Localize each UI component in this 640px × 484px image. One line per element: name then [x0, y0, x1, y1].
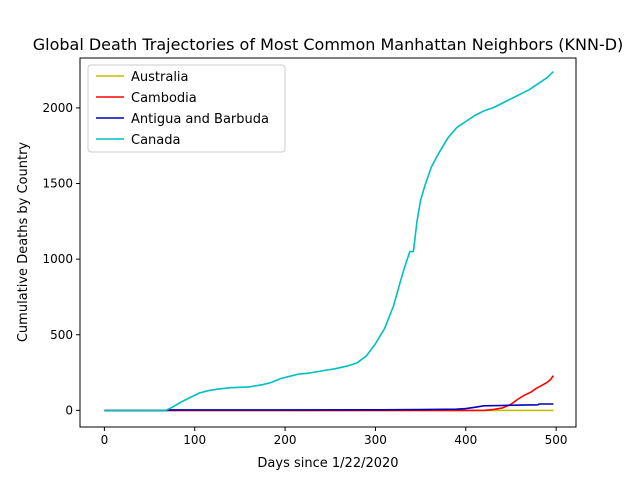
- axes-frame: [79, 57, 577, 428]
- series-line-antigua-and-barbuda: [104, 403, 554, 412]
- series-layer: [104, 71, 555, 412]
- x-tick-label: 0: [101, 433, 109, 447]
- y-tick-label: 1500: [42, 177, 73, 191]
- plot-area: [79, 57, 577, 428]
- legend: Australia Cambodia Antigua and Barbuda Cana…: [87, 64, 286, 153]
- x-tick-label: 200: [274, 433, 297, 447]
- legend-label: Canada: [131, 133, 180, 148]
- legend-label: Antigua and Barbuda: [131, 112, 269, 127]
- legend-label: Cambodia: [131, 91, 197, 106]
- y-axis-label: Cumulative Deaths by Country: [16, 142, 31, 343]
- x-tick-label: 500: [545, 433, 568, 447]
- y-axis-ticks: 0 500 1000 1500 2000: [42, 101, 80, 417]
- x-axis-label: Days since 1/22/2020: [257, 456, 398, 471]
- legend-entries: Australia Cambodia Antigua and Barbuda Cana…: [96, 70, 269, 148]
- x-tick-label: 100: [183, 433, 206, 447]
- chart-title: Global Death Trajectories of Most Common…: [33, 35, 624, 54]
- y-tick-label: 0: [65, 403, 73, 417]
- y-tick-label: 500: [50, 328, 73, 342]
- series-line-canada: [104, 71, 554, 412]
- y-tick-label: 2000: [42, 101, 73, 115]
- legend-label: Australia: [131, 70, 189, 85]
- legend-box: [87, 64, 286, 153]
- x-axis-ticks: 0 100 200 300 400 500: [101, 427, 568, 447]
- x-tick-label: 400: [454, 433, 477, 447]
- x-tick-label: 300: [364, 433, 387, 447]
- y-tick-label: 1000: [42, 252, 73, 266]
